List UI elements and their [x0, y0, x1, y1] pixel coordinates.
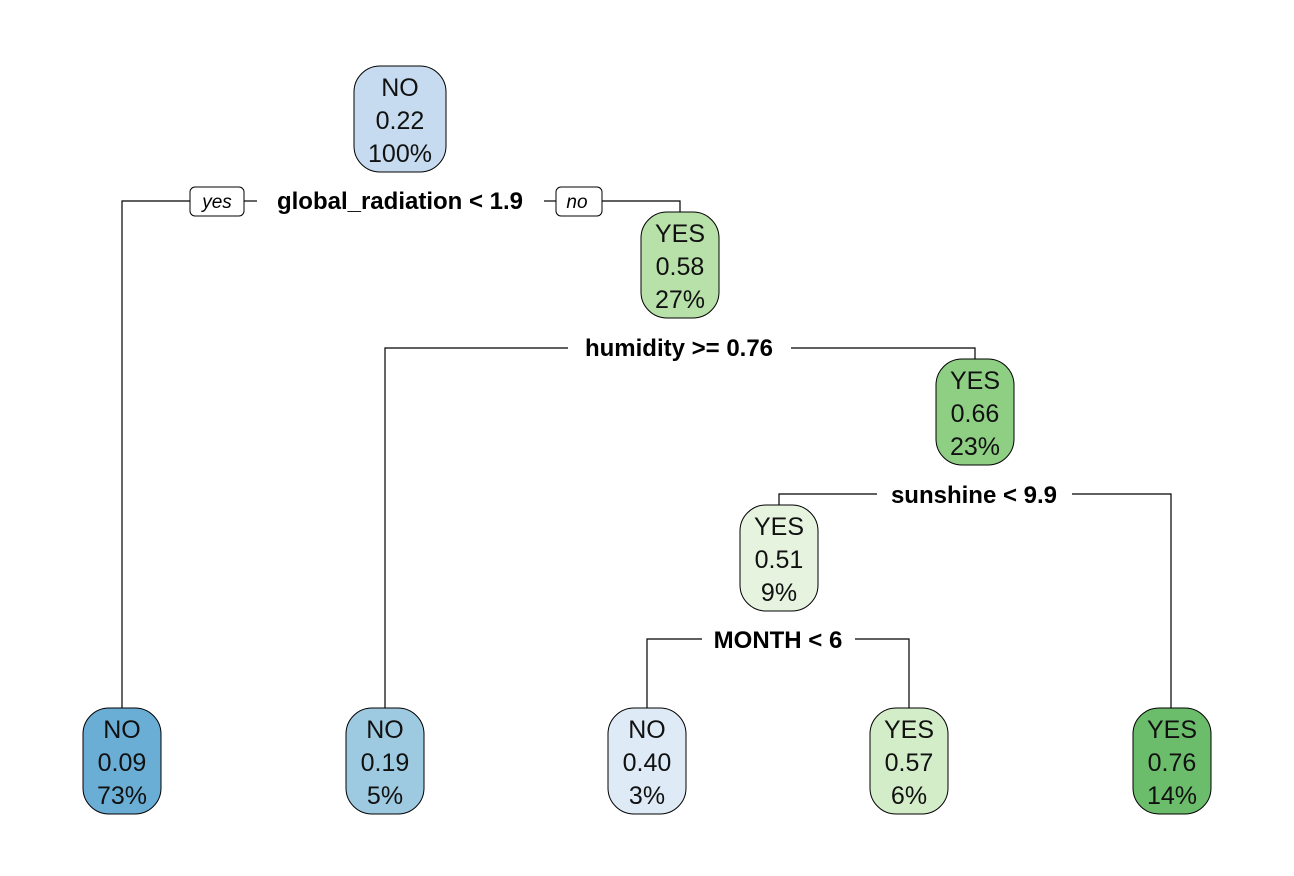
edge-month-left	[646, 638, 702, 708]
node-percentage: 6%	[891, 782, 927, 810]
tree-node-leaf5: YES 0.76 14%	[1132, 707, 1212, 815]
edge-root-left	[121, 200, 190, 708]
node-percentage: 100%	[368, 140, 432, 168]
node-probability: 0.76	[1148, 749, 1197, 777]
split-global-radiation: global_radiation < 1.9	[277, 188, 523, 215]
node-percentage: 73%	[97, 782, 147, 810]
tree-node-leaf3: NO 0.40 3%	[607, 707, 687, 815]
node-percentage: 5%	[367, 782, 403, 810]
node-box	[82, 707, 162, 815]
node-class-label: YES	[950, 367, 1000, 395]
node-class-label: NO	[103, 716, 141, 744]
tree-node-leaf4: YES 0.57 6%	[869, 707, 949, 815]
node-probability: 0.19	[361, 749, 410, 777]
node-percentage: 14%	[1147, 782, 1197, 810]
node-probability: 0.66	[951, 400, 1000, 428]
node-class-label: YES	[884, 716, 934, 744]
edge-month-right	[855, 638, 910, 708]
node-box	[607, 707, 687, 815]
node-percentage: 9%	[761, 579, 797, 607]
node-class-label: NO	[366, 716, 404, 744]
tree-node-leaf1: NO 0.09 73%	[82, 707, 162, 815]
edge-sun-right	[1072, 493, 1172, 708]
node-percentage: 27%	[655, 286, 705, 314]
node-class-label: YES	[655, 220, 705, 248]
node-class-label: YES	[754, 513, 804, 541]
tree-edges	[121, 200, 1172, 708]
split-sunshine: sunshine < 9.9	[891, 482, 1057, 509]
node-box	[1132, 707, 1212, 815]
node-percentage: 23%	[950, 433, 1000, 461]
edge-sun-left	[778, 493, 877, 505]
split-month: MONTH < 6	[714, 627, 843, 654]
node-class-label: NO	[628, 716, 666, 744]
node-probability: 0.57	[885, 749, 934, 777]
yes-branch-tag: yes	[189, 186, 245, 217]
node-box	[869, 707, 949, 815]
tree-node-n_sun_yes: YES 0.51 9%	[739, 504, 819, 612]
no-branch-tag: no	[555, 186, 603, 217]
tree-nodes: NO 0.22 100% YES 0.58 27% YES 0.66 23% YES 0.51 9% N…	[82, 65, 1212, 815]
split-humidity: humidity >= 0.76	[585, 335, 773, 362]
tree-node-n_gr_no: YES 0.58 27%	[640, 211, 720, 319]
tree-node-n_hum_no: YES 0.66 23%	[935, 358, 1015, 466]
node-probability: 0.58	[656, 253, 705, 281]
node-probability: 0.22	[376, 107, 425, 135]
edge-hum-right	[791, 347, 976, 359]
node-box	[739, 504, 819, 612]
node-box	[935, 358, 1015, 466]
edge-hum-left	[384, 347, 568, 708]
tree-node-root: NO 0.22 100%	[353, 65, 447, 173]
node-class-label: NO	[381, 74, 419, 102]
edge-root-right	[602, 200, 681, 212]
node-box	[353, 65, 447, 173]
node-box	[640, 211, 720, 319]
tree-node-leaf2: NO 0.19 5%	[345, 707, 425, 815]
node-probability: 0.51	[755, 546, 804, 574]
yes-tag-text: yes	[200, 192, 232, 213]
node-box	[345, 707, 425, 815]
node-probability: 0.09	[98, 749, 147, 777]
node-class-label: YES	[1147, 716, 1197, 744]
node-percentage: 3%	[629, 782, 665, 810]
no-tag-text: no	[566, 192, 587, 213]
node-probability: 0.40	[623, 749, 672, 777]
